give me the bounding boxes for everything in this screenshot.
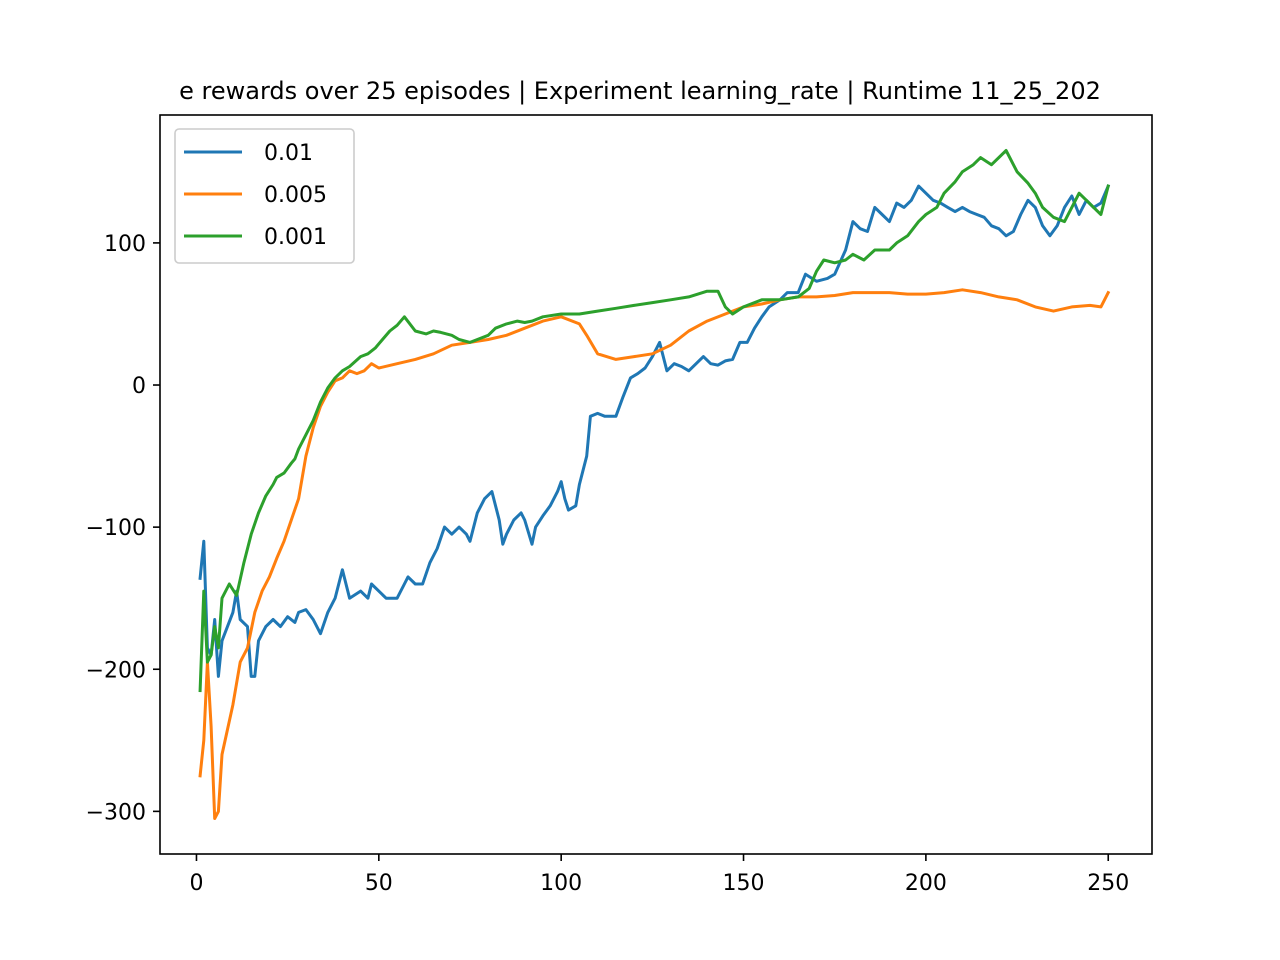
series-line-1 — [198, 288, 1111, 820]
legend-label-0: 0.01 — [264, 141, 313, 166]
legend-box — [174, 128, 355, 264]
y-tick-label: −200 — [86, 658, 146, 683]
x-tick-label: 100 — [540, 871, 582, 896]
legend: 0.01 0.005 0.001 — [174, 128, 355, 264]
axes-frame — [159, 114, 1153, 855]
y-tick-label: 0 — [132, 374, 146, 399]
x-axis: 0 50 100 150 200 250 — [189, 854, 1129, 896]
x-tick-label: 50 — [365, 871, 393, 896]
plot-area — [198, 149, 1111, 820]
y-tick-label: −300 — [86, 800, 146, 825]
x-tick-label: 250 — [1087, 871, 1129, 896]
chart-title: e rewards over 25 episodes | Experiment … — [179, 77, 1101, 105]
series-line-0 — [198, 184, 1111, 678]
legend-label-1: 0.005 — [264, 183, 327, 208]
y-tick-label: −100 — [86, 516, 146, 541]
x-tick-label: 200 — [905, 871, 947, 896]
x-tick-label: 0 — [189, 871, 203, 896]
y-tick-label: 100 — [104, 232, 146, 257]
y-axis: −300 −200 −100 0 100 — [86, 232, 160, 825]
series-line-2 — [198, 149, 1111, 693]
legend-label-2: 0.001 — [264, 225, 327, 250]
x-tick-label: 150 — [723, 871, 765, 896]
